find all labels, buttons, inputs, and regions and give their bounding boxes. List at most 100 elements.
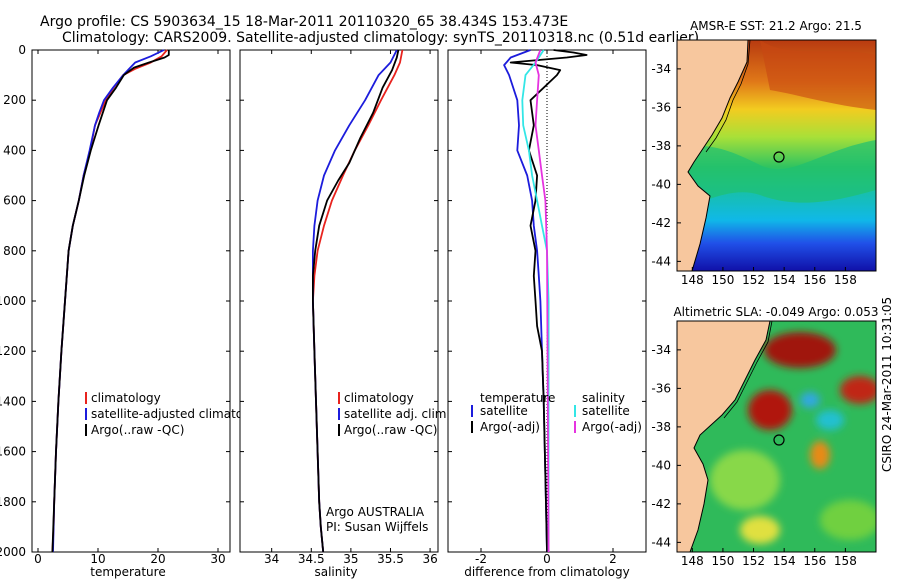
map-y-tick-label: -44: [651, 535, 671, 549]
map-x-tick-label: 148: [681, 273, 704, 287]
sst-map-frame: [676, 39, 877, 272]
sla-map-ticks: 148 150 152 154 156 158 -34 -36 -38 -40 -42 -44: [651, 343, 856, 568]
series-line-salinity-satellite: [521, 49, 550, 552]
float-pi-label: PI: Susan Wijffels: [326, 520, 428, 534]
salinity-panel: 34 34.5 35 35.5 36 salinity climatology sate…: [239, 49, 450, 579]
map-x-tick-label: 148: [681, 554, 704, 568]
map-x-tick-label: 150: [711, 273, 734, 287]
legend-label-sal-argo: Argo(-adj): [582, 420, 642, 434]
series-line-salinity-argo-adj-: [534, 49, 550, 553]
temperature-legend: climatology satellite-adjusted climatolo…: [85, 391, 269, 437]
y-tick-label: 2000: [0, 545, 26, 559]
x-tick-label: 30: [210, 552, 225, 566]
sst-map-panel: AMSR-E SST: 21.2 Argo: 21.5 148 150 152 154…: [651, 19, 877, 287]
legend-header-temperature: temperature: [480, 391, 555, 405]
sla-map-frame: [676, 320, 877, 553]
difference-xlabel: difference from climatology: [464, 565, 630, 579]
legend-label-satellite-adjusted: satellite-adjusted climatology: [91, 407, 269, 421]
coastline-land: [677, 321, 771, 552]
map-y-tick-label: -40: [651, 177, 671, 191]
map-y-tick-label: -38: [651, 420, 671, 434]
y-tick-label: 1400: [0, 394, 26, 408]
map-x-tick-label: 158: [834, 554, 857, 568]
map-x-tick-label: 154: [773, 554, 796, 568]
x-tick-label: 20: [150, 552, 165, 566]
legend-label-temp-satellite: satellite: [480, 404, 528, 418]
difference-legend: temperature satellite Argo(-adj) salinit…: [471, 391, 642, 434]
temperature-plot-area: [31, 49, 231, 553]
x-tick-label: 10: [90, 552, 105, 566]
x-tick-label: 35.5: [377, 552, 404, 566]
float-owner-label: Argo AUSTRALIA: [326, 505, 425, 519]
y-tick-label: 400: [3, 143, 26, 157]
y-tick-label: 1600: [0, 445, 26, 459]
map-y-tick-label: -36: [651, 100, 671, 114]
y-tick-label: 0: [18, 43, 26, 57]
legend-label-climatology: climatology: [91, 391, 161, 405]
x-tick-label: 2: [609, 552, 617, 566]
x-tick-label: 36: [422, 552, 437, 566]
y-tick-label: 800: [3, 244, 26, 258]
series-line-temperature-argo-adj-: [509, 49, 588, 553]
salinity-plot-area: [239, 49, 439, 553]
y-tick-label: 1000: [0, 294, 26, 308]
temperature-xlabel: temperature: [90, 565, 165, 579]
y-tick-label: 200: [3, 93, 26, 107]
legend-label-satellite-adj: satellite adj. clim.: [344, 407, 450, 421]
sst-map-title: AMSR-E SST: 21.2 Argo: 21.5: [690, 19, 862, 33]
legend-header-salinity: salinity: [582, 391, 625, 405]
map-x-tick-label: 156: [803, 554, 826, 568]
difference-panel: -2 0 2 difference from climatology tempera…: [447, 49, 647, 579]
sst-map-ticks: 148 150 152 154 156 158 -34 -36 -38 -40 -42 -44: [651, 62, 856, 287]
map-y-tick-label: -42: [651, 216, 671, 230]
map-x-tick-label: 152: [742, 273, 765, 287]
series-line-argo-raw-qc-: [51, 50, 170, 553]
salinity-ticks: 34 34.5 35 35.5 36: [240, 49, 438, 566]
map-x-tick-label: 152: [742, 554, 765, 568]
temperature-ticks: 0 200 400 600 800 1000 1200 1400 1600 1800 2000 0 10…: [0, 43, 230, 566]
legend-label-argo: Argo(..raw -QC): [91, 423, 184, 437]
figure-title-line2: Climatology: CARS2009. Satellite-adjuste…: [62, 30, 699, 46]
legend-label-climatology: climatology: [344, 391, 414, 405]
temperature-lines: [51, 49, 170, 553]
sst-map-image: [677, 40, 876, 271]
y-tick-label: 600: [3, 194, 26, 208]
legend-label-temp-argo: Argo(-adj): [480, 420, 540, 434]
map-y-tick-label: -34: [651, 62, 671, 76]
map-y-tick-label: -38: [651, 139, 671, 153]
x-tick-label: -2: [475, 552, 487, 566]
map-y-tick-label: -40: [651, 458, 671, 472]
y-tick-label: 1200: [0, 344, 26, 358]
sla-map-title: Altimetric SLA: -0.049 Argo: 0.053: [673, 305, 878, 319]
map-y-tick-label: -36: [651, 381, 671, 395]
x-tick-label: 35: [343, 552, 358, 566]
legend-label-argo: Argo(..raw -QC): [344, 423, 437, 437]
map-y-tick-label: -44: [651, 254, 671, 268]
x-tick-label: 0: [34, 552, 42, 566]
map-x-tick-label: 158: [834, 273, 857, 287]
salinity-xlabel: salinity: [314, 565, 357, 579]
argo-float-marker: [773, 434, 785, 446]
map-x-tick-label: 150: [711, 554, 734, 568]
timestamp-stamp: CSIRO 24-Mar-2011 10:31:05: [880, 296, 894, 472]
map-x-tick-label: 156: [803, 273, 826, 287]
salinity-legend: climatology satellite adj. clim. Argo(..…: [338, 391, 450, 437]
argo-float-marker: [773, 151, 785, 163]
coastline-land: [677, 40, 749, 271]
temperature-panel: 0 200 400 600 800 1000 1200 1400 1600 1800 2000 0 10…: [0, 43, 269, 579]
map-x-tick-label: 154: [773, 273, 796, 287]
map-y-tick-label: -42: [651, 497, 671, 511]
sla-map-panel: Altimetric SLA: -0.049 Argo: 0.053 148 15…: [651, 305, 878, 568]
x-tick-label: 34: [264, 552, 279, 566]
series-line-argo-raw-qc-: [311, 49, 400, 553]
legend-label-sal-satellite: satellite: [582, 404, 630, 418]
sla-map-image: [677, 321, 876, 552]
difference-lines: [503, 49, 588, 553]
y-tick-label: 1800: [0, 495, 26, 509]
x-tick-label: 0: [543, 552, 551, 566]
map-y-tick-label: -34: [651, 343, 671, 357]
x-tick-label: 34.5: [298, 552, 325, 566]
salinity-lines: [311, 49, 404, 553]
figure-title-line1: Argo profile: CS 5903634_15 18-Mar-2011 …: [40, 14, 568, 30]
